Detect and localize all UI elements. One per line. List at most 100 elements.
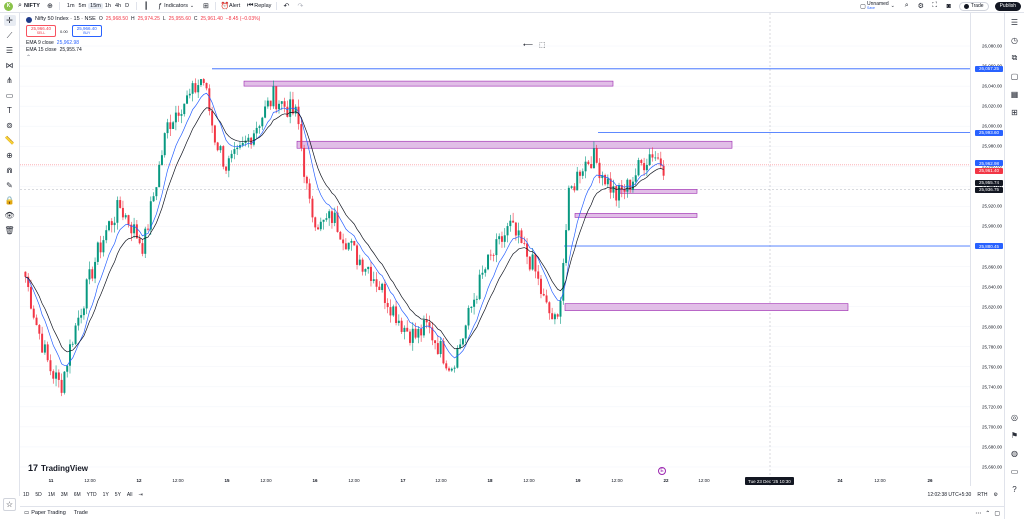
notifications-button[interactable]: ⚑ <box>1009 429 1021 441</box>
templates-button[interactable]: ⊞ <box>199 0 213 13</box>
favorites-button[interactable]: ☆ <box>3 498 16 511</box>
sell-price: 25,966.40 <box>30 26 52 32</box>
timeframe-1h[interactable]: 1h <box>104 3 111 9</box>
paper-trading-tab[interactable]: ▭ Paper Trading <box>20 510 70 516</box>
select-box-icon[interactable]: ⬚ <box>539 42 546 49</box>
high-label: H <box>130 16 135 23</box>
range-1d[interactable]: 1D <box>23 492 30 498</box>
time-tick: 12:00 <box>172 478 184 483</box>
symbol-search[interactable]: ⌕ NIFTY <box>13 0 43 13</box>
settings-button[interactable]: ⚙ <box>914 0 928 13</box>
maximize-panel-icon[interactable]: ▢ <box>994 510 1000 517</box>
range-5d[interactable]: 5D <box>35 492 42 498</box>
chat-button[interactable]: ▭ <box>1009 465 1021 477</box>
collapse-panel-icon[interactable]: ⌃ <box>985 510 991 517</box>
candle-body <box>261 117 264 127</box>
range-3m[interactable]: 3M <box>60 492 68 498</box>
calendar-button[interactable]: ▦ <box>1009 88 1021 100</box>
indicators-button[interactable]: ƒ Indicators ⌄ <box>153 0 199 13</box>
watchlist-button[interactable]: ☰ <box>1009 16 1021 28</box>
replay-button[interactable]: ⏮ Replay <box>243 0 274 13</box>
panel-controls: ⋯ ⌃ ▢ <box>975 510 1000 517</box>
measure-tool[interactable]: 📏 <box>4 135 16 146</box>
candle-body <box>233 149 236 154</box>
candle-body <box>539 278 542 294</box>
time-axis[interactable]: 11 12:00 12 12:00 15 12:00 16 12:00 17 12:00 18 12:… <box>20 476 970 486</box>
crosshair-icon: ✛ <box>6 16 13 25</box>
fib-tool[interactable]: ⋈ <box>4 60 16 71</box>
settings-icon[interactable]: ⚙ <box>993 492 998 498</box>
crosshair-tool[interactable]: ✛ <box>3 15 16 26</box>
arrow-left-icon[interactable]: ⟵ <box>523 42 534 49</box>
candle-body <box>372 279 375 281</box>
candle-body <box>342 239 345 244</box>
timeframe-15m[interactable]: 15m <box>88 3 103 9</box>
candle-body <box>183 103 186 115</box>
earnings-event-marker[interactable]: E <box>658 467 666 475</box>
user-avatar[interactable]: K <box>4 1 13 11</box>
publish-button[interactable]: Publish <box>992 0 1024 13</box>
redo-button[interactable]: ↷ <box>293 0 307 13</box>
range-all[interactable]: All <box>126 492 133 498</box>
range-ytd[interactable]: YTD <box>86 492 97 498</box>
undo-button[interactable]: ↶ <box>279 0 293 13</box>
candle-body <box>640 160 643 164</box>
time-tick: 26 <box>927 478 933 483</box>
layers-button[interactable]: ⧉ <box>1009 52 1021 64</box>
lock-tool[interactable]: 🔒 <box>4 195 16 206</box>
chart-canvas[interactable] <box>20 13 970 486</box>
timeframe-1m[interactable]: 1m <box>66 3 75 9</box>
range-1m[interactable]: 1M <box>47 492 55 498</box>
range-1y[interactable]: 1Y <box>102 492 109 498</box>
rth-toggle[interactable]: RTH <box>977 492 988 498</box>
visibility-tool[interactable]: 👁 <box>4 210 16 221</box>
text-tool[interactable]: T <box>4 105 16 116</box>
range-6m[interactable]: 6M <box>73 492 81 498</box>
chart-type-button[interactable]: ┃ <box>139 0 153 13</box>
help-button[interactable]: ? <box>1009 483 1021 495</box>
layout-button[interactable]: ▢ Unnamed Save ⌄ <box>856 0 900 13</box>
candle-body <box>71 343 74 345</box>
timeframe-5m[interactable]: 5m <box>78 3 87 9</box>
alert-button[interactable]: ⏰ Alert <box>218 0 243 13</box>
shapes-tool[interactable]: ▭ <box>4 90 16 101</box>
snapshot-button[interactable]: ◙ <box>942 0 956 13</box>
horizontal-lines-tool[interactable]: ☰ <box>4 45 16 56</box>
broadcast-icon: ◍ <box>1011 448 1018 458</box>
ema15-legend[interactable]: EMA 15 close 25,955.74 <box>26 47 260 54</box>
ideas-button[interactable]: ▢ <box>1009 70 1021 82</box>
target-button[interactable]: ◎ <box>1009 411 1021 423</box>
compare-button[interactable]: ⊕ <box>43 0 57 13</box>
buy-button[interactable]: 25,966.40 BUY <box>71 25 102 38</box>
zoom-tool[interactable]: ⊕ <box>4 150 16 161</box>
magnet-tool[interactable]: ⋒ <box>4 165 16 176</box>
patterns-tool[interactable]: ⊚ <box>4 120 16 131</box>
candle-body <box>548 302 551 314</box>
timeframe-4h[interactable]: 4h <box>115 3 122 9</box>
stay-drawing-tool[interactable]: ✎ <box>4 180 16 191</box>
trade-button[interactable]: Trade <box>956 0 992 13</box>
range-5y[interactable]: 5Y <box>114 492 121 498</box>
delete-tool[interactable]: 🗑 <box>4 225 16 236</box>
candle-body <box>77 317 80 326</box>
timeframe-D[interactable]: D <box>125 3 130 9</box>
quick-search-button[interactable]: ⌕ <box>900 0 914 13</box>
legend-title[interactable]: Nifty 50 Index · 15 · NSE <box>35 16 96 22</box>
price-axis[interactable]: 26,080.0026,060.0026,040.0026,020.0026,0… <box>970 13 1004 486</box>
projection-tool[interactable]: ⋔ <box>4 75 16 86</box>
ema9-legend[interactable]: EMA 9 close 25,962.98 <box>26 40 260 47</box>
goto-date-icon[interactable]: ⇥ <box>138 492 143 498</box>
trend-line-tool[interactable]: ⟋ <box>4 30 16 41</box>
fullscreen-button[interactable]: ⛶ <box>928 0 942 13</box>
candle-body <box>448 368 451 371</box>
more-icon[interactable]: ⋯ <box>975 510 982 517</box>
sell-button[interactable]: 25,966.40 SELL <box>26 25 56 38</box>
alerts-button[interactable]: ◷ <box>1009 34 1021 46</box>
broadcast-button[interactable]: ◍ <box>1009 447 1021 459</box>
candle-body <box>230 153 233 159</box>
screener-button[interactable]: ⊞ <box>1009 106 1021 118</box>
candle-body <box>595 148 598 163</box>
collapse-legend-icon[interactable]: ⌃ <box>26 54 32 61</box>
clock-time[interactable]: 12:02:38 UTC+5:30 <box>927 492 972 498</box>
trade-tab[interactable]: Trade <box>70 510 92 516</box>
